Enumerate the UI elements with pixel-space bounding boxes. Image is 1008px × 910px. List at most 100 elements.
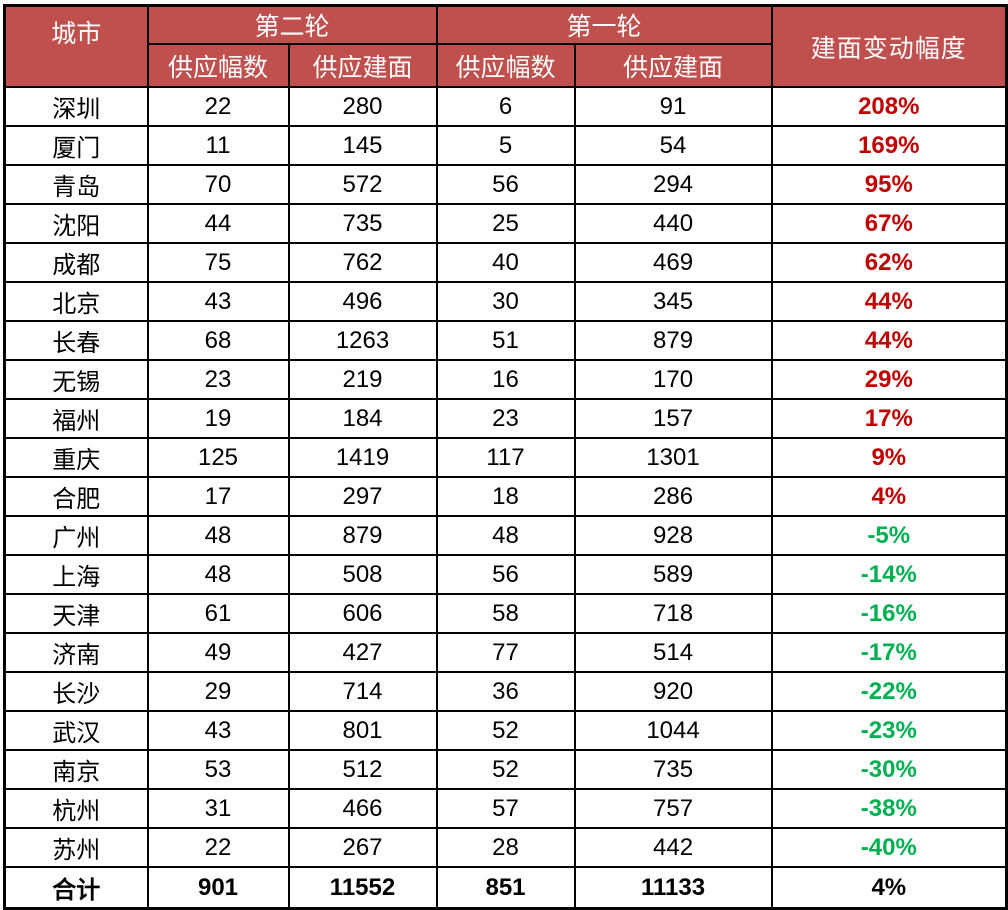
table-row: 北京 43 496 30 345 44%: [3, 281, 1008, 322]
round1-plots-cell: 16: [435, 359, 576, 400]
change-cell: 17%: [770, 398, 1008, 439]
round1-plots-cell: 51: [435, 320, 576, 361]
round1-area-cell: 1301: [573, 437, 773, 478]
table-row: 长春 68 1263 51 879 44%: [3, 320, 1008, 361]
change-cell: -40%: [770, 827, 1008, 868]
round2-plots-cell: 43: [146, 710, 290, 751]
round2-plots-cell: 48: [146, 554, 290, 595]
round1-area-cell: 54: [573, 125, 773, 166]
total-round2-area-cell: 11552: [287, 866, 438, 910]
round1-area-cell: 757: [573, 788, 773, 829]
round2-plots-cell: 49: [146, 632, 290, 673]
table-row: 沈阳 44 735 25 440 67%: [3, 203, 1008, 244]
city-cell: 杭州: [3, 788, 149, 829]
round2-area-cell: 735: [287, 203, 438, 244]
round2-plots-cell: 23: [146, 359, 290, 400]
city-cell: 广州: [3, 515, 149, 556]
total-round1-plots-cell: 851: [435, 866, 576, 910]
change-cell: -38%: [770, 788, 1008, 829]
round1-area-cell: 514: [573, 632, 773, 673]
round2-area-cell: 714: [287, 671, 438, 712]
round2-area-cell: 219: [287, 359, 438, 400]
table-row: 厦门 11 145 5 54 169%: [3, 125, 1008, 166]
city-cell: 天津: [3, 593, 149, 634]
round1-area-cell: 286: [573, 476, 773, 517]
change-cell: 44%: [770, 281, 1008, 322]
round2-plots-cell: 22: [146, 827, 290, 868]
change-cell: 4%: [770, 476, 1008, 517]
round2-area-cell: 184: [287, 398, 438, 439]
round1-plots-cell: 6: [435, 86, 576, 127]
round2-plots-cell: 48: [146, 515, 290, 556]
change-cell: 44%: [770, 320, 1008, 361]
change-cell: 67%: [770, 203, 1008, 244]
round1-area-cell: 879: [573, 320, 773, 361]
table-row: 无锡 23 219 16 170 29%: [3, 359, 1008, 400]
round2-area-cell: 606: [287, 593, 438, 634]
table-row: 上海 48 508 56 589 -14%: [3, 554, 1008, 595]
header-row-1: 城市 第二轮 第一轮 建面变动幅度: [3, 4, 1008, 88]
header-change: 建面变动幅度: [770, 4, 1008, 88]
round2-area-cell: 145: [287, 125, 438, 166]
table-row: 福州 19 184 23 157 17%: [3, 398, 1008, 439]
city-cell: 上海: [3, 554, 149, 595]
round2-area-cell: 466: [287, 788, 438, 829]
header-round2-area: 供应建面: [287, 43, 438, 88]
round2-area-cell: 762: [287, 242, 438, 283]
table-row: 长沙 29 714 36 920 -22%: [3, 671, 1008, 712]
round2-area-cell: 801: [287, 710, 438, 751]
change-cell: -23%: [770, 710, 1008, 751]
round2-plots-cell: 11: [146, 125, 290, 166]
header-round1-plots: 供应幅数: [435, 43, 576, 88]
round1-area-cell: 91: [573, 86, 773, 127]
round1-area-cell: 170: [573, 359, 773, 400]
round2-area-cell: 512: [287, 749, 438, 790]
table-row: 苏州 22 267 28 442 -40%: [3, 827, 1008, 868]
city-cell: 南京: [3, 749, 149, 790]
round1-area-cell: 1044: [573, 710, 773, 751]
round2-plots-cell: 44: [146, 203, 290, 244]
round2-plots-cell: 68: [146, 320, 290, 361]
header-round1-area: 供应建面: [573, 43, 773, 88]
round2-plots-cell: 70: [146, 164, 290, 205]
round1-plots-cell: 18: [435, 476, 576, 517]
round1-area-cell: 928: [573, 515, 773, 556]
round2-plots-cell: 53: [146, 749, 290, 790]
total-row: 合计 901 11552 851 11133 4%: [3, 866, 1008, 910]
round2-plots-cell: 125: [146, 437, 290, 478]
city-cell: 厦门: [3, 125, 149, 166]
round1-plots-cell: 48: [435, 515, 576, 556]
city-cell: 成都: [3, 242, 149, 283]
table-row: 杭州 31 466 57 757 -38%: [3, 788, 1008, 829]
round2-plots-cell: 22: [146, 86, 290, 127]
city-cell: 深圳: [3, 86, 149, 127]
round1-plots-cell: 56: [435, 554, 576, 595]
round2-area-cell: 280: [287, 86, 438, 127]
round1-area-cell: 440: [573, 203, 773, 244]
city-cell: 无锡: [3, 359, 149, 400]
table-row: 济南 49 427 77 514 -17%: [3, 632, 1008, 673]
header-round2-plots: 供应幅数: [146, 43, 290, 88]
round1-plots-cell: 30: [435, 281, 576, 322]
city-cell: 福州: [3, 398, 149, 439]
round1-plots-cell: 117: [435, 437, 576, 478]
change-cell: 208%: [770, 86, 1008, 127]
round2-area-cell: 297: [287, 476, 438, 517]
round2-area-cell: 508: [287, 554, 438, 595]
change-cell: -5%: [770, 515, 1008, 556]
city-cell: 北京: [3, 281, 149, 322]
header-city: 城市: [3, 4, 149, 88]
land-supply-table: 城市 第二轮 第一轮 建面变动幅度 供应幅数 供应建面 供应幅数 供应建面 深圳…: [3, 4, 1008, 910]
round1-plots-cell: 28: [435, 827, 576, 868]
round1-plots-cell: 5: [435, 125, 576, 166]
round1-plots-cell: 77: [435, 632, 576, 673]
round1-area-cell: 345: [573, 281, 773, 322]
table-row: 重庆 125 1419 117 1301 9%: [3, 437, 1008, 478]
round2-area-cell: 496: [287, 281, 438, 322]
round2-area-cell: 267: [287, 827, 438, 868]
change-cell: -16%: [770, 593, 1008, 634]
round1-plots-cell: 52: [435, 710, 576, 751]
total-change-cell: 4%: [770, 866, 1008, 910]
round1-plots-cell: 25: [435, 203, 576, 244]
